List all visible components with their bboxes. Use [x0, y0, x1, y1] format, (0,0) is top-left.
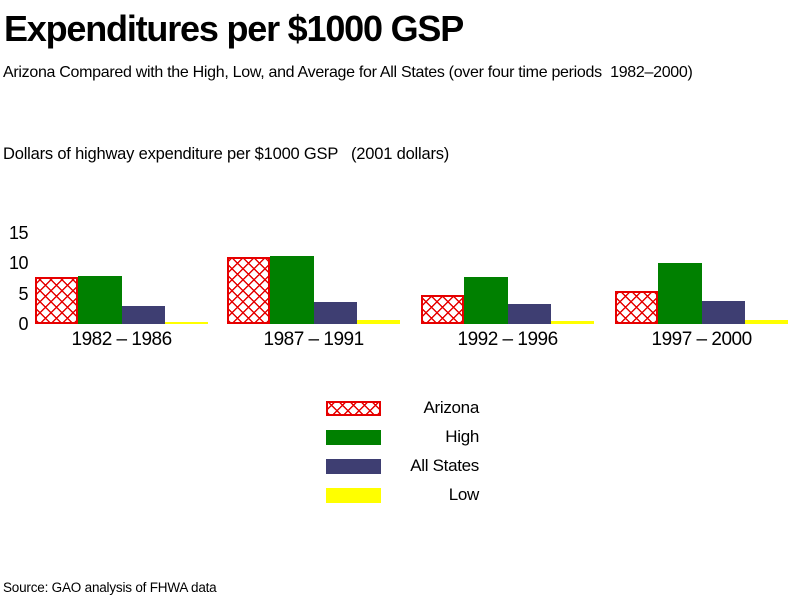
- y-tick-label: 0: [18, 314, 28, 334]
- x-category-label: 1987 – 1991: [263, 329, 365, 350]
- legend-label: High: [445, 427, 479, 446]
- x-category-label: 1997 – 2000: [651, 329, 753, 350]
- legend-row: Arizona: [326, 398, 479, 418]
- chart-title: Expenditures per $1000 GSP: [4, 8, 464, 49]
- legend: Arizona High All States Low: [326, 398, 479, 514]
- y-tick-label: 10: [8, 253, 29, 274]
- bar-all-states: [121, 305, 165, 324]
- bar-high: [658, 262, 702, 324]
- legend-label: Arizona: [423, 398, 479, 417]
- bar-high: [78, 276, 122, 324]
- legend-swatch-arizona: [326, 400, 381, 416]
- bar-all-states: [507, 303, 551, 324]
- units-label: Dollars of highway expenditure per $1000…: [3, 145, 450, 163]
- bar-all-states: [701, 300, 745, 324]
- bar-low: [356, 319, 401, 324]
- y-tick-label: 5: [18, 283, 28, 304]
- bar-low: [744, 320, 789, 324]
- x-category-label: 1992 – 1996: [457, 329, 559, 350]
- legend-label: Low: [448, 485, 480, 504]
- legend-swatch-high: [326, 429, 381, 445]
- legend-swatch-all-states: [326, 458, 381, 474]
- legend-row: All States: [326, 456, 479, 476]
- bar-low: [550, 320, 595, 324]
- x-category-label: 1982 – 1986: [71, 329, 173, 350]
- legend-row: High: [326, 427, 479, 447]
- legend-row: Low: [326, 485, 479, 505]
- bar-high: [270, 256, 314, 324]
- y-tick-label: 15: [8, 222, 29, 243]
- chart-subtitle: Arizona Compared with the High, Low, and…: [3, 64, 693, 81]
- bar-all-states: [313, 301, 357, 324]
- bar-arizona: [421, 295, 465, 324]
- bar-low: [164, 321, 209, 324]
- bar-arizona: [35, 277, 79, 324]
- legend-label: All States: [410, 456, 479, 475]
- legend-swatch-low: [326, 487, 381, 503]
- bar-arizona: [615, 291, 659, 324]
- bar-arizona: [227, 257, 271, 324]
- bar-high: [464, 277, 508, 324]
- source-note: Source: GAO analysis of FHWA data: [3, 580, 217, 595]
